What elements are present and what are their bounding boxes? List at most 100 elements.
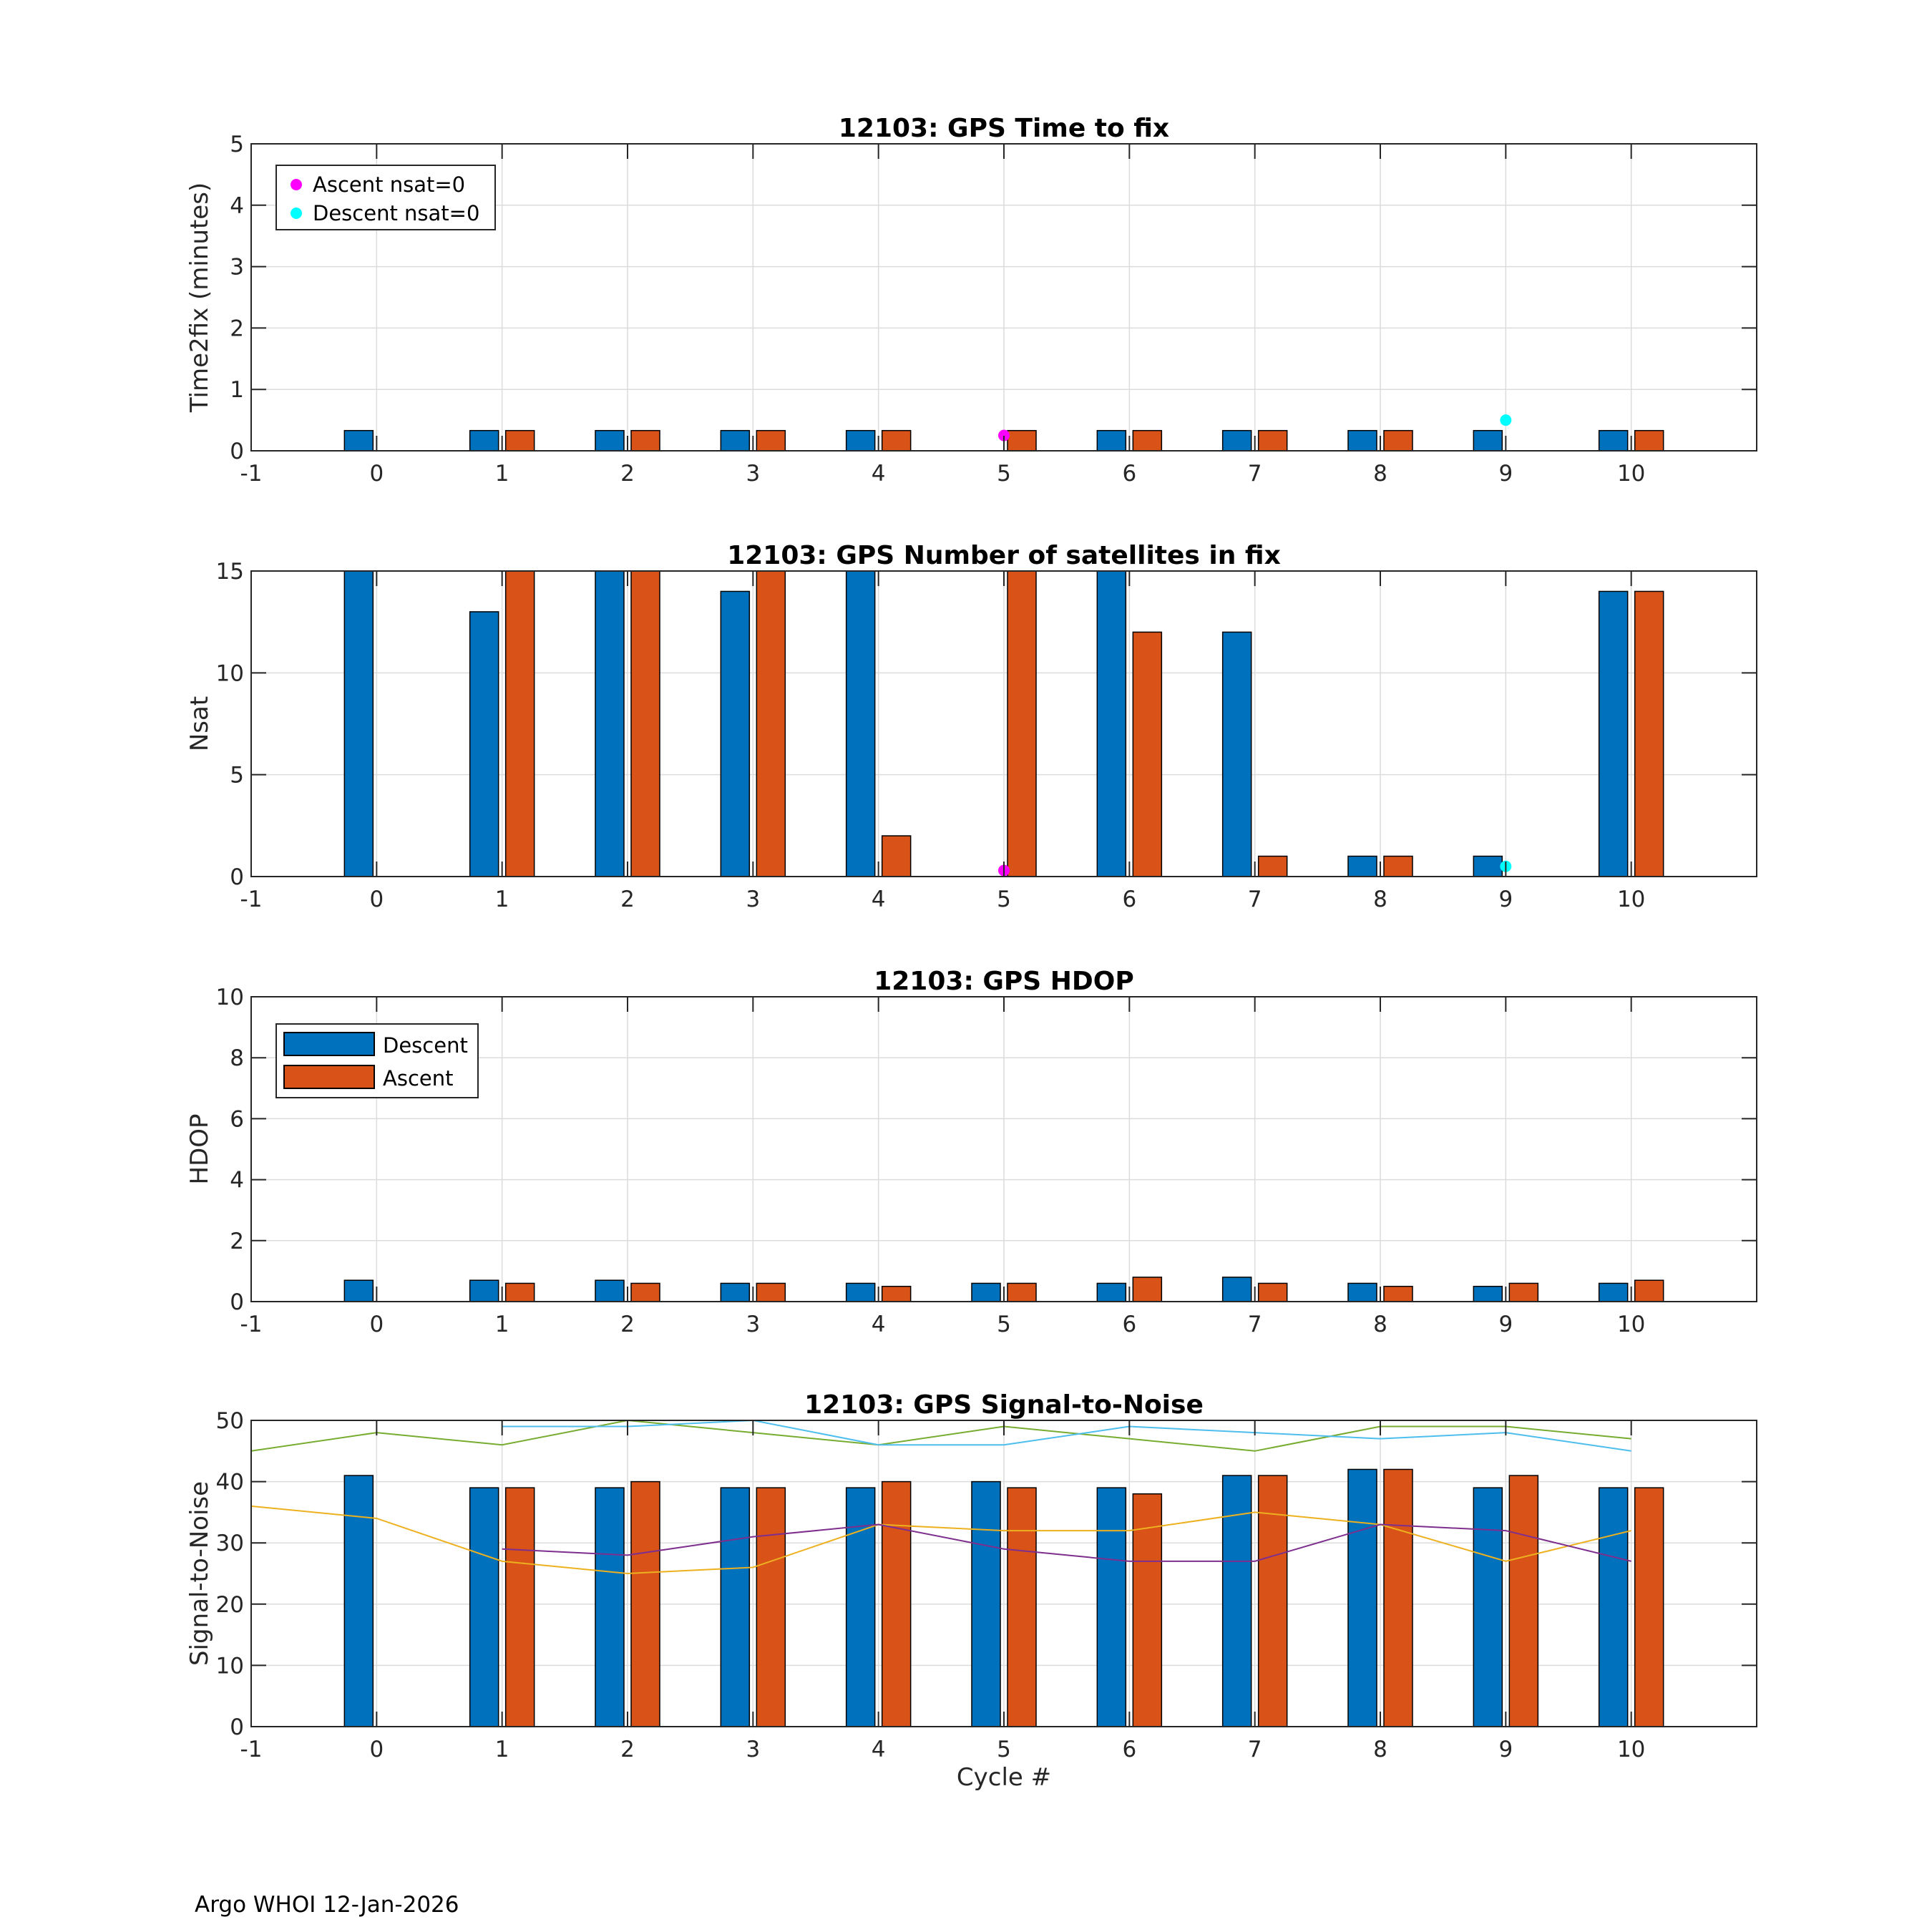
descent-bar: [469, 429, 499, 452]
descent-bar: [1096, 1487, 1127, 1727]
ascent-bar: [1007, 570, 1037, 877]
descent-bar: [469, 611, 499, 877]
descent-bar: [1096, 570, 1127, 877]
x-tick-label: 3: [746, 1737, 760, 1762]
snr-line-3: [250, 1505, 1631, 1575]
descent-bar: [1473, 429, 1503, 452]
x-tick-label: -1: [240, 461, 263, 487]
descent-bar: [1598, 429, 1629, 452]
descent-bar: [845, 429, 876, 452]
descent-bar: [971, 1282, 1001, 1302]
descent-bar: [595, 1279, 625, 1302]
chart-title: 12103: GPS HDOP: [874, 967, 1134, 996]
x-tick-label: 1: [495, 461, 509, 487]
descent-bar: [1347, 855, 1377, 877]
legend-label: Ascent nsat=0: [313, 172, 465, 197]
x-tick-label: 6: [1122, 461, 1136, 487]
ascent-bar: [1257, 855, 1288, 877]
y-tick-label: 3: [230, 255, 244, 280]
y-tick-label: 8: [230, 1045, 244, 1071]
y-tick-label: 5: [230, 132, 244, 157]
y-tick-label: 5: [230, 763, 244, 789]
x-tick-label: 9: [1498, 887, 1513, 912]
x-tick-label: 2: [620, 461, 635, 487]
x-tick-label: 0: [369, 1312, 384, 1337]
descent-bar: [595, 570, 625, 877]
ascent-bar: [504, 1282, 535, 1302]
descent-bar: [1347, 1282, 1377, 1302]
y-tick-label: 10: [216, 660, 244, 686]
descent-nsat0-marker: [1500, 414, 1512, 426]
x-tick-label: 9: [1498, 1737, 1513, 1762]
descent-bar: [343, 429, 374, 452]
descent-bar: [1347, 1468, 1377, 1727]
x-tick-label: 3: [746, 1312, 760, 1337]
x-tick-label: 8: [1373, 1737, 1387, 1762]
descent-bar: [343, 1279, 374, 1302]
descent-bar: [720, 1282, 751, 1302]
descent-bar: [1221, 631, 1252, 877]
y-tick-label: 0: [230, 1714, 244, 1740]
y-tick-label: 50: [216, 1408, 244, 1434]
ascent-bar: [1132, 429, 1163, 452]
x-tick-label: 7: [1248, 1312, 1262, 1337]
x-tick-label: 0: [369, 1737, 384, 1762]
ascent-bar: [1007, 1487, 1037, 1727]
x-tick-label: 0: [369, 461, 384, 487]
x-tick-label: 6: [1122, 887, 1136, 912]
y-tick-label: 40: [216, 1470, 244, 1496]
x-tick-label: 2: [620, 1312, 635, 1337]
descent-bar: [1221, 1277, 1252, 1302]
y-axis-label: HDOP: [185, 1113, 214, 1184]
ascent-bar: [630, 1480, 660, 1727]
ascent-bar: [881, 1480, 912, 1727]
ascent-bar: [1634, 1487, 1664, 1727]
ascent-bar: [1007, 1282, 1037, 1302]
x-tick-label: 9: [1498, 1312, 1513, 1337]
descent-bar: [720, 590, 751, 877]
x-tick-label: 10: [1617, 1737, 1645, 1762]
descent-bar: [845, 570, 876, 877]
descent-bar: [1096, 1282, 1127, 1302]
descent-bar: [1096, 429, 1127, 452]
x-tick-label: 4: [872, 461, 886, 487]
ascent-bar: [1132, 631, 1163, 877]
legend-swatch-ascent: [283, 1065, 375, 1089]
ascent-bar: [756, 1487, 786, 1727]
descent-bar: [1473, 1487, 1503, 1727]
x-tick-label: 4: [872, 1312, 886, 1337]
ascent-bar: [1132, 1277, 1163, 1302]
chart-title: 12103: GPS Signal-to-Noise: [804, 1390, 1204, 1420]
chart-title: 12103: GPS Time to fix: [839, 114, 1169, 143]
y-axis-label: Signal-to-Noise: [185, 1481, 214, 1666]
descent-bar: [469, 1279, 499, 1302]
ascent-bar: [1508, 1282, 1539, 1302]
descent-bar: [1473, 855, 1503, 877]
x-tick-label: 8: [1373, 1312, 1387, 1337]
descent-bar: [343, 1475, 374, 1727]
chart-title: 12103: GPS Number of satellites in fix: [727, 541, 1281, 570]
legend-swatch-descent: [283, 1032, 375, 1056]
x-tick-label: 10: [1617, 887, 1645, 912]
x-axis-label: Cycle #: [957, 1763, 1051, 1792]
legend-label: Descent nsat=0: [313, 201, 479, 225]
y-tick-label: 0: [230, 864, 244, 890]
ascent-bar: [756, 570, 786, 877]
x-tick-label: 5: [997, 1737, 1011, 1762]
ascent-bar: [1383, 1468, 1413, 1727]
ascent-bar: [1007, 429, 1037, 452]
ascent-nsat0-marker: [998, 429, 1010, 441]
x-tick-label: 7: [1248, 1737, 1262, 1762]
ascent-bar: [504, 1487, 535, 1727]
ascent-bar: [1634, 590, 1664, 877]
legend-box: [275, 165, 496, 230]
descent-bar: [1473, 1285, 1503, 1302]
ascent-bar: [1634, 1279, 1664, 1302]
ascent-bar: [881, 835, 912, 877]
descent-bar: [720, 429, 751, 452]
y-axis-label: Time2fix (minutes): [185, 182, 214, 413]
x-tick-label: 10: [1617, 1312, 1645, 1337]
